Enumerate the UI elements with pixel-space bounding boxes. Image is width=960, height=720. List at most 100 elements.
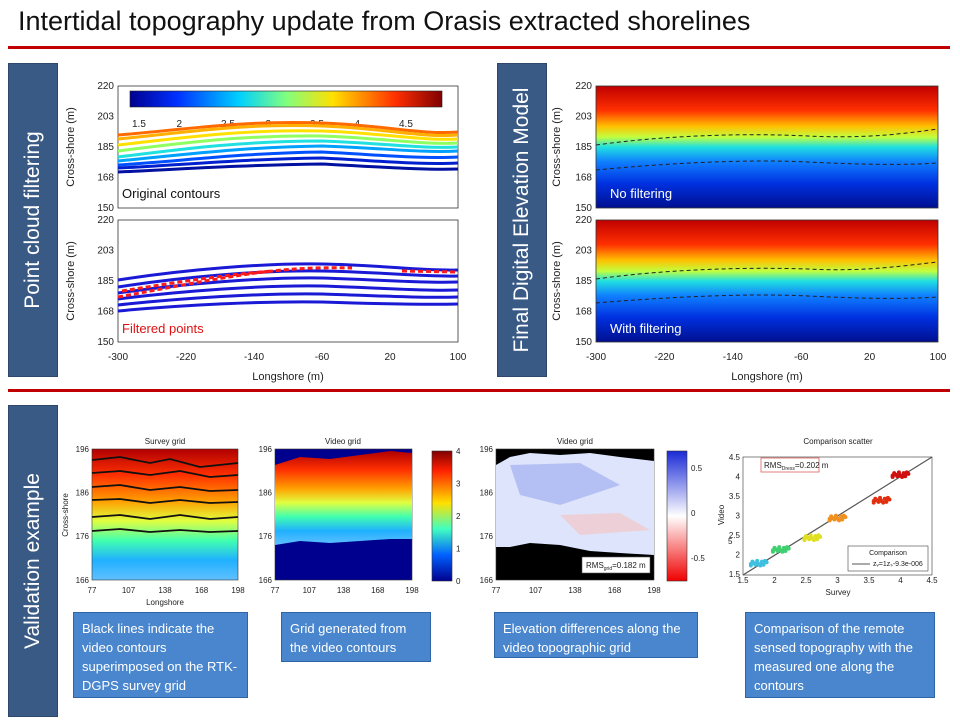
colorbar-tick: 2 [177, 119, 183, 130]
val-x-tick: 168 [195, 586, 209, 595]
scatter-y-tick: 2 [736, 551, 741, 560]
val-y-tick: 176 [76, 532, 90, 541]
y-tick-label: 220 [575, 215, 592, 226]
scatter-point [876, 499, 881, 504]
y-tick-label: 168 [97, 173, 114, 184]
video-grid [275, 451, 412, 545]
colorbar [129, 90, 443, 108]
x-axis-label: Longshore (m) [731, 371, 803, 383]
scatter-point [770, 548, 775, 553]
survey-grid-title: Survey grid [145, 437, 185, 446]
survey-grid [91, 448, 239, 581]
y-tick-label: 203 [97, 112, 114, 123]
scatter-ylabel: Video [717, 504, 726, 525]
val-x-tick: 107 [529, 586, 543, 595]
scatter-x-tick: 1.5 [737, 576, 749, 585]
scatter-point [802, 536, 807, 541]
y-tick-label: 150 [575, 203, 592, 214]
val-y-tick: 196 [76, 445, 90, 454]
scatter-point [887, 497, 892, 502]
scatter-point [783, 547, 788, 552]
val-y-tick: 186 [480, 489, 494, 498]
val-y-tick: 176 [480, 532, 494, 541]
video-cbar-tick: 4 [456, 447, 461, 456]
x-tick-label: -140 [244, 352, 264, 363]
x-axis-label: Longshore (m) [252, 371, 324, 383]
diff-cbar-tick: 0 [691, 509, 696, 518]
diff-rms-value: =0.182 m [612, 561, 646, 570]
val-x-tick: 198 [231, 586, 245, 595]
scatter-rms-value: =0.202 m [795, 461, 829, 470]
page-title: Intertidal topography update from Orasis… [18, 6, 751, 36]
val-y-tick: 166 [76, 576, 90, 585]
survey-xlabel: Longshore [146, 598, 184, 607]
scatter-point [840, 515, 845, 520]
scatter-point [837, 518, 842, 523]
scatter-point [758, 563, 763, 568]
y-tick-label: 203 [97, 246, 114, 257]
scatter-y-tick: 4 [736, 473, 741, 482]
scatter-point [895, 474, 900, 479]
scatter-point [903, 472, 908, 477]
scatter-y-tick: 2.5 [729, 531, 741, 540]
svg-text:RMSgrid=0.182 m: RMSgrid=0.182 m [586, 561, 646, 572]
val-y-tick: 166 [259, 576, 273, 585]
legend-title: Comparison [869, 550, 907, 557]
val-y-tick: 196 [259, 445, 273, 454]
val-x-tick: 168 [608, 586, 622, 595]
survey-contour-lines [91, 456, 239, 533]
scatter-x-tick: 3 [835, 576, 840, 585]
x-tick-label: -300 [586, 352, 606, 363]
val-x-tick: 107 [303, 586, 317, 595]
y-tick-label: 185 [575, 142, 592, 153]
scatter-point [748, 561, 753, 566]
scatter-point [775, 549, 780, 554]
y-tick-label: 168 [575, 173, 592, 184]
scatter-point [884, 498, 889, 503]
video-colorbar [431, 450, 453, 582]
y-tick-label: 220 [97, 215, 114, 226]
video-cbar-tick: 2 [456, 512, 461, 521]
val-x-tick: 138 [158, 586, 172, 595]
section-label-point-cloud: Point cloud filtering [8, 63, 58, 377]
original-contour-lines [117, 120, 459, 174]
y-tick-label: 185 [97, 142, 114, 153]
scatter-point [786, 546, 791, 551]
section-label-text: Point cloud filtering [21, 131, 44, 309]
scatter-x-tick: 2 [772, 576, 777, 585]
val-x-tick: 107 [122, 586, 136, 595]
scatter-point [906, 471, 911, 476]
val-x-tick: 198 [647, 586, 661, 595]
scatter-legend [847, 545, 929, 572]
x-tick-label: 100 [930, 352, 947, 363]
x-tick-label: -300 [108, 352, 128, 363]
section-label-validation: Validation example [8, 405, 58, 717]
diff-cbar-tick: 0.5 [691, 464, 703, 473]
x-tick-label: -60 [315, 352, 330, 363]
caption-difference: Elevation differences along the video to… [494, 612, 698, 658]
diff-grid-title: Video grid [557, 437, 593, 446]
dem-plots: No filtering With filtering 220 203 185 168… [551, 81, 947, 383]
scatter-rms-sub: Dress [782, 466, 796, 472]
section-label-text: Validation example [21, 473, 44, 649]
scatter-point [815, 535, 820, 540]
section-divider [8, 389, 950, 392]
scatter-x-tick: 4.5 [926, 576, 938, 585]
val-y-tick: 186 [259, 489, 273, 498]
scatter-point [761, 561, 766, 566]
scatter-y-extra: 5 [728, 537, 733, 546]
scatter-xlabel: Survey [826, 588, 851, 597]
y-axis-label: Cross-shore (m) [65, 241, 77, 320]
legend-line-label: zᵥ=1zₛ-9.3e-006 [873, 561, 923, 568]
scatter-x-tick: 3.5 [863, 576, 875, 585]
scatter-rms-label: RMS [764, 461, 782, 470]
x-tick-label: 20 [384, 352, 396, 363]
caption-survey: Black lines indicate the video contours … [73, 612, 248, 698]
video-grid-title: Video grid [325, 437, 361, 446]
y-tick-label: 220 [97, 81, 114, 92]
scatter-point [843, 515, 848, 520]
no-filtering-label: No filtering [610, 186, 672, 201]
y-tick-label: 203 [575, 246, 592, 257]
svg-text:RMSDress=0.202 m: RMSDress=0.202 m [764, 461, 829, 472]
val-y-tick: 166 [480, 576, 494, 585]
